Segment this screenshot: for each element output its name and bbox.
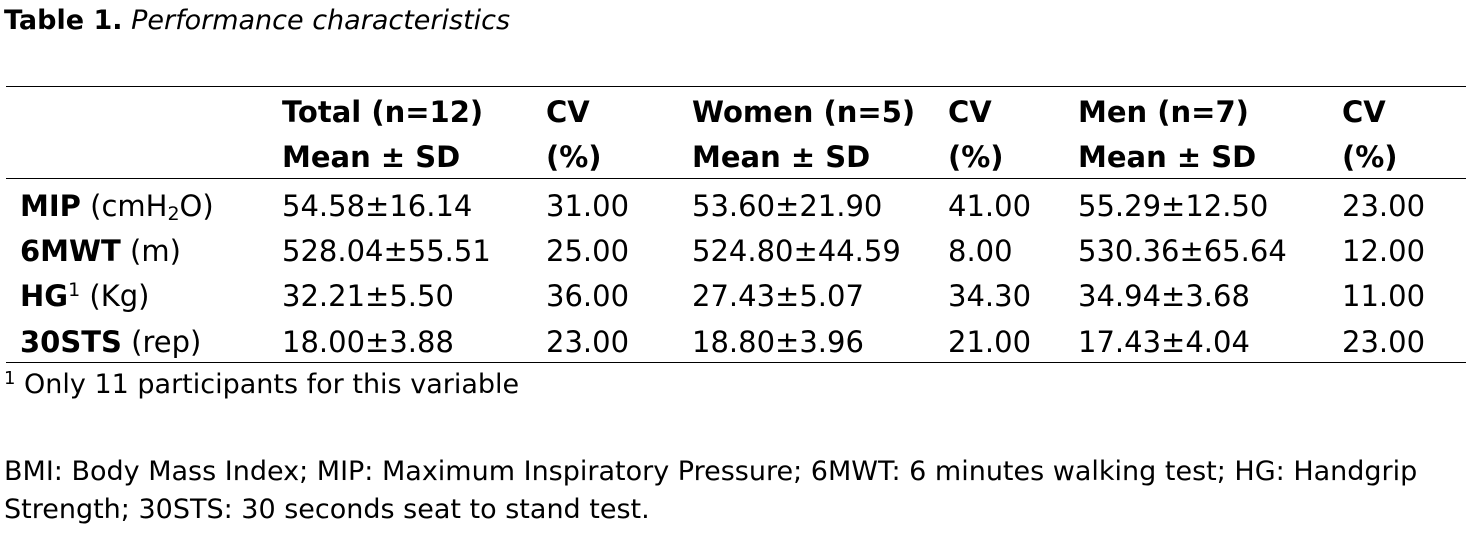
row-label: HG	[20, 279, 69, 313]
header-cv-men: CV	[1342, 95, 1386, 129]
header-women-label: Women (n=5)	[692, 95, 916, 129]
row-unit-subscript: 2	[167, 203, 180, 225]
footnote-marker: 1	[68, 279, 81, 301]
row-unit-text: (cmH	[80, 189, 168, 223]
row-label-cell: HG1 (Kg)	[20, 273, 149, 319]
cell-men-cv: 23.00	[1342, 189, 1426, 223]
cell-women-mean-sd: 18.80±3.96	[692, 325, 864, 359]
cell-men-mean-sd: 17.43±4.04	[1078, 325, 1250, 359]
cell-men-mean-sd: 530.36±65.64	[1078, 234, 1287, 268]
cell-total-mean-sd: 54.58±16.14	[282, 189, 473, 223]
cell-total-mean-sd: 18.00±3.88	[282, 325, 454, 359]
table-caption: Table 1. Performance characteristics	[4, 2, 510, 40]
footnote-text: Only 11 participants for this variable	[15, 369, 520, 400]
header-women-stat: Mean ± SD	[692, 140, 871, 174]
table-bottom-rule	[6, 362, 1466, 363]
header-total-stat: Mean ± SD	[282, 140, 461, 174]
row-unit: (rep)	[121, 325, 202, 359]
table-caption-label: Table 1.	[4, 5, 123, 36]
cell-total-mean-sd: 528.04±55.51	[282, 234, 491, 268]
cell-women-cv: 34.30	[948, 279, 1032, 313]
table-caption-title: Performance characteristics	[131, 5, 511, 36]
cell-men-cv: 23.00	[1342, 325, 1426, 359]
row-label-cell: 6MWT (m)	[20, 228, 181, 274]
row-unit: (Kg)	[80, 279, 150, 313]
row-label: MIP	[20, 189, 81, 223]
table-footnote: 1 Only 11 participants for this variable	[4, 365, 519, 405]
row-unit: (cmH2O)	[80, 189, 214, 225]
row-unit-text-end: O)	[179, 189, 214, 223]
cell-women-mean-sd: 53.60±21.90	[692, 189, 883, 223]
header-total-label: Total (n=12)	[282, 95, 484, 129]
cell-women-cv: 8.00	[948, 234, 1013, 268]
header-men-stat: Mean ± SD	[1078, 140, 1257, 174]
cell-total-cv: 36.00	[546, 279, 630, 313]
table-top-rule	[6, 86, 1466, 87]
row-label-cell: MIP (cmH2O)	[20, 183, 214, 229]
table-header-rule	[6, 178, 1466, 179]
row-unit: (m)	[120, 234, 181, 268]
header-cv-men-unit: (%)	[1342, 140, 1398, 174]
cell-women-cv: 41.00	[948, 189, 1032, 223]
header-cv-women: CV	[948, 95, 992, 129]
cell-men-cv: 11.00	[1342, 279, 1426, 313]
cell-women-mean-sd: 27.43±5.07	[692, 279, 864, 313]
abbreviations-note: BMI: Body Mass Index; MIP: Maximum Inspi…	[4, 456, 1418, 525]
cell-women-cv: 21.00	[948, 325, 1032, 359]
cell-total-mean-sd: 32.21±5.50	[282, 279, 454, 313]
cell-women-mean-sd: 524.80±44.59	[692, 234, 901, 268]
header-cv-total: CV	[546, 95, 590, 129]
cell-total-cv: 23.00	[546, 325, 630, 359]
footnote-number: 1	[4, 368, 16, 389]
row-label-cell: 30STS (rep)	[20, 319, 201, 365]
header-cv-total-unit: (%)	[546, 140, 602, 174]
cell-men-mean-sd: 34.94±3.68	[1078, 279, 1250, 313]
cell-total-cv: 25.00	[546, 234, 630, 268]
header-cv-women-unit: (%)	[948, 140, 1004, 174]
cell-total-cv: 31.00	[546, 189, 630, 223]
row-label: 30STS	[20, 325, 122, 359]
row-label: 6MWT	[20, 234, 121, 268]
cell-men-mean-sd: 55.29±12.50	[1078, 189, 1269, 223]
cell-men-cv: 12.00	[1342, 234, 1426, 268]
header-men-label: Men (n=7)	[1078, 95, 1249, 129]
